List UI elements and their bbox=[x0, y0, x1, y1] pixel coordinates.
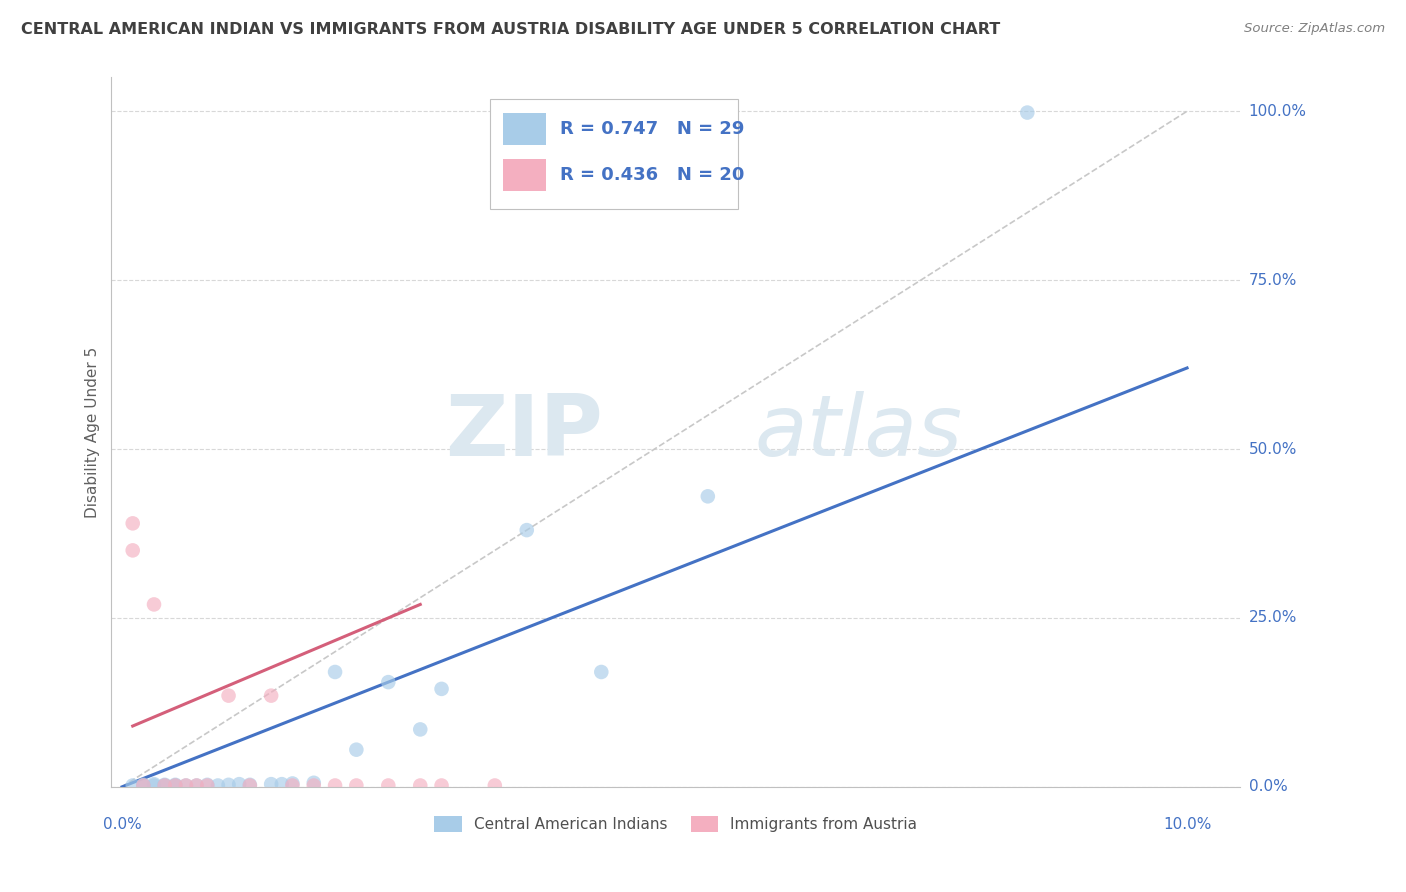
Point bbox=[218, 778, 240, 792]
Point bbox=[281, 776, 304, 790]
Point bbox=[377, 675, 399, 690]
Point bbox=[165, 778, 187, 792]
FancyBboxPatch shape bbox=[489, 99, 738, 209]
Text: 100.0%: 100.0% bbox=[1249, 103, 1306, 119]
Point bbox=[430, 681, 453, 696]
Point bbox=[696, 489, 718, 503]
Point bbox=[377, 779, 399, 793]
Point bbox=[344, 742, 367, 756]
Point bbox=[591, 665, 613, 679]
Point bbox=[195, 778, 218, 792]
Text: 75.0%: 75.0% bbox=[1249, 273, 1296, 287]
Point bbox=[239, 779, 262, 793]
Y-axis label: Disability Age Under 5: Disability Age Under 5 bbox=[86, 346, 100, 517]
Point bbox=[153, 778, 176, 792]
Point bbox=[484, 779, 506, 793]
Point bbox=[409, 779, 432, 793]
Point bbox=[121, 516, 143, 531]
FancyBboxPatch shape bbox=[503, 159, 546, 191]
Text: Source: ZipAtlas.com: Source: ZipAtlas.com bbox=[1244, 22, 1385, 36]
Point bbox=[165, 779, 187, 793]
Point bbox=[121, 543, 143, 558]
Point bbox=[302, 776, 325, 790]
Text: 0.0%: 0.0% bbox=[103, 817, 142, 832]
Text: R = 0.747   N = 29: R = 0.747 N = 29 bbox=[560, 120, 744, 138]
Point bbox=[174, 779, 197, 793]
Point bbox=[132, 778, 155, 792]
Text: 0.0%: 0.0% bbox=[1249, 780, 1288, 795]
Point bbox=[186, 779, 208, 793]
Point bbox=[143, 779, 166, 793]
Point bbox=[132, 779, 155, 793]
Point bbox=[409, 723, 432, 737]
Text: 50.0%: 50.0% bbox=[1249, 442, 1296, 457]
Point bbox=[516, 523, 538, 537]
Point bbox=[281, 779, 304, 793]
Point bbox=[143, 598, 166, 612]
Text: R = 0.436   N = 20: R = 0.436 N = 20 bbox=[560, 166, 744, 185]
Point bbox=[132, 779, 155, 793]
Point bbox=[260, 777, 283, 791]
Point bbox=[165, 779, 187, 793]
FancyBboxPatch shape bbox=[503, 113, 546, 145]
Point bbox=[186, 779, 208, 793]
Text: CENTRAL AMERICAN INDIAN VS IMMIGRANTS FROM AUSTRIA DISABILITY AGE UNDER 5 CORREL: CENTRAL AMERICAN INDIAN VS IMMIGRANTS FR… bbox=[21, 22, 1000, 37]
Point bbox=[1017, 105, 1039, 120]
Legend: Central American Indians, Immigrants from Austria: Central American Indians, Immigrants fro… bbox=[434, 816, 917, 832]
Point bbox=[323, 665, 346, 679]
Text: atlas: atlas bbox=[755, 391, 963, 474]
Point bbox=[153, 779, 176, 793]
Point bbox=[323, 779, 346, 793]
Point bbox=[228, 777, 250, 791]
Point bbox=[430, 779, 453, 793]
Point bbox=[174, 779, 197, 793]
Point bbox=[260, 689, 283, 703]
Text: 25.0%: 25.0% bbox=[1249, 610, 1296, 625]
Point bbox=[218, 689, 240, 703]
Point bbox=[302, 779, 325, 793]
Point bbox=[153, 779, 176, 793]
Point bbox=[239, 778, 262, 792]
Point bbox=[207, 779, 229, 793]
Point bbox=[270, 777, 292, 791]
Point bbox=[195, 779, 218, 793]
Text: ZIP: ZIP bbox=[444, 391, 603, 474]
Point bbox=[121, 779, 143, 793]
Point bbox=[344, 779, 367, 793]
Text: 10.0%: 10.0% bbox=[1163, 817, 1211, 832]
Point bbox=[143, 777, 166, 791]
